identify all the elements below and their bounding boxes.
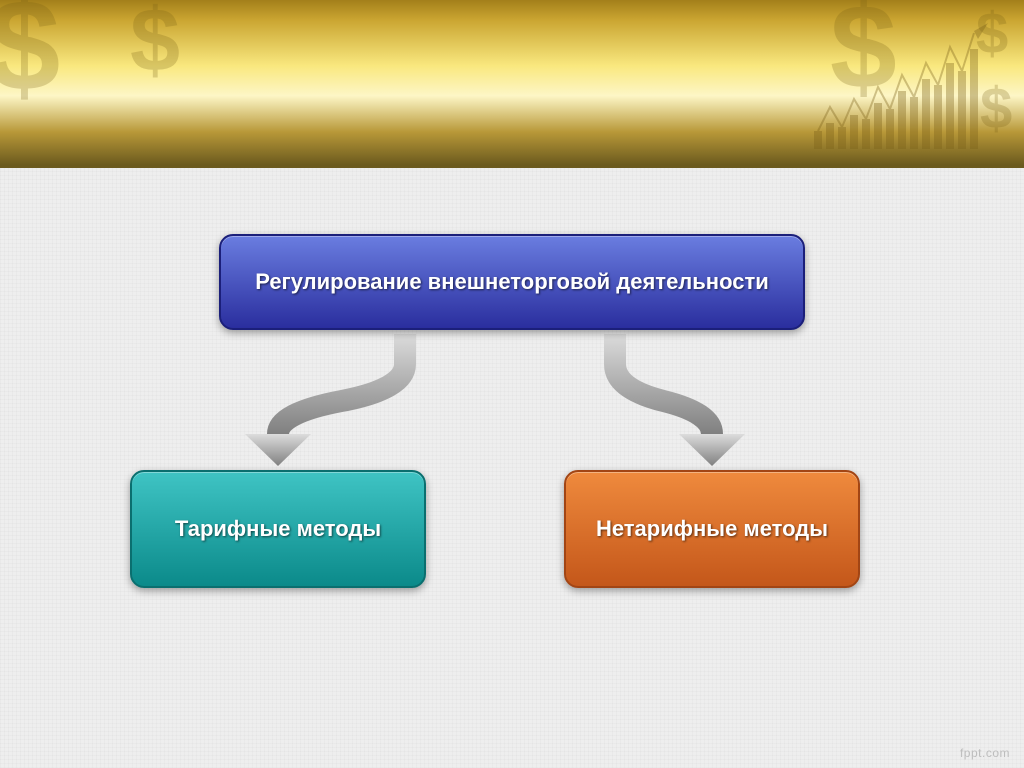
node-right-label: Нетарифные методы: [596, 515, 828, 544]
node-left: Тарифные методы: [130, 470, 426, 588]
watermark: fppt.com: [960, 746, 1010, 760]
slide-root: $$$$$ Регулирование внешнеторговой деяте…: [0, 0, 1024, 768]
node-root: Регулирование внешнеторговой деятельност…: [219, 234, 805, 330]
node-left-label: Тарифные методы: [175, 515, 381, 544]
connector-arrows: [0, 0, 1024, 768]
node-root-label: Регулирование внешнеторговой деятельност…: [255, 268, 769, 297]
node-right: Нетарифные методы: [564, 470, 860, 588]
